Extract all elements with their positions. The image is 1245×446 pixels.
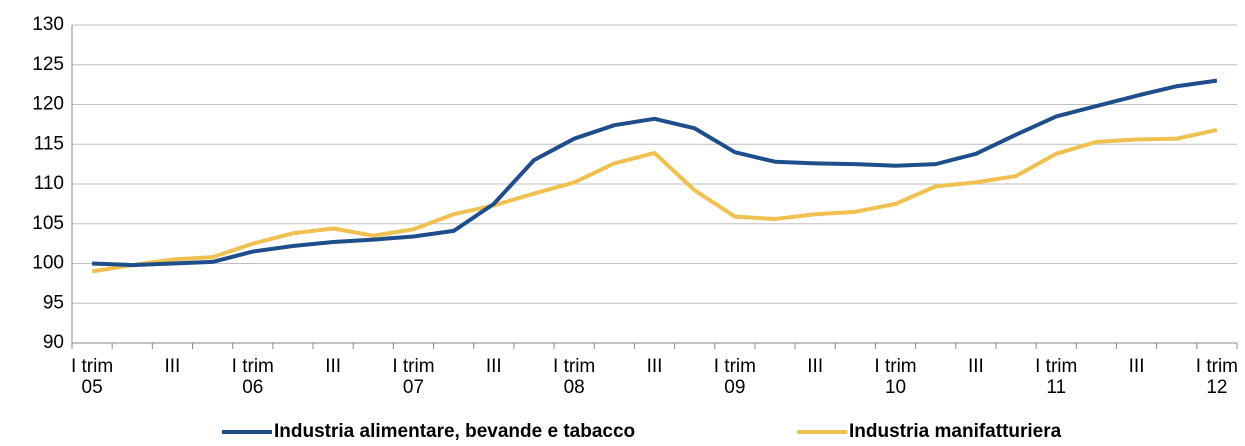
x-tick-label: III [646, 356, 663, 377]
y-tick-label: 95 [43, 292, 64, 313]
y-tick-label: 110 [34, 173, 64, 194]
x-tick-label: I trim 12 [1195, 356, 1239, 398]
y-tick-label: 115 [34, 133, 64, 154]
x-tick-label: I trim 06 [231, 356, 274, 398]
y-tick-label: 100 [32, 253, 64, 274]
legend-label: Industria manifatturiera [849, 421, 1062, 442]
x-tick-label: III [1128, 356, 1145, 377]
x-tick-label: I trim 11 [1035, 356, 1078, 398]
x-tick-label: III [485, 356, 502, 377]
line-series [91, 127, 1218, 274]
x-tick-label: I trim 05 [70, 356, 114, 398]
y-tick-label: 120 [32, 94, 64, 115]
x-tick-label: III [807, 356, 824, 377]
line-series [92, 78, 1218, 268]
x-tick-label: III [325, 356, 342, 377]
y-tick-label: 90 [43, 332, 64, 353]
x-tick-label: III [967, 356, 984, 377]
x-tick-label: I trim 09 [713, 356, 756, 398]
x-tick-label: I trim 08 [553, 356, 596, 398]
x-tick-label: I trim 07 [392, 356, 435, 398]
legend-label: Industria alimentare, bevande e tabacco [274, 421, 635, 442]
y-tick-label: 130 [32, 14, 64, 35]
y-tick-label: 105 [32, 213, 64, 234]
x-tick-label: I trim 10 [874, 356, 917, 398]
x-tick-label: III [164, 356, 181, 377]
y-tick-label: 125 [32, 54, 64, 75]
